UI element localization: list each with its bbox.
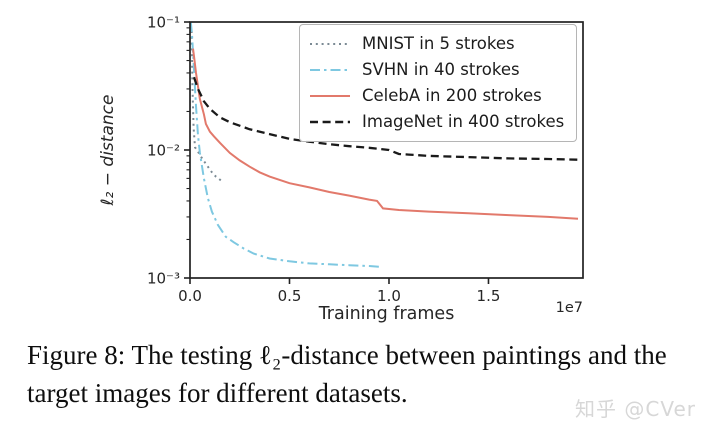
legend-item-imagenet: ImageNet in 400 strokes [309, 109, 564, 135]
x-axis-label: Training frames [318, 304, 455, 324]
series-line-mnist [190, 30, 222, 182]
x-tick-label: 1.0 [377, 287, 401, 305]
x-offset-label: 1e7 [556, 300, 583, 316]
y-tick-label: 10⁻¹ [147, 14, 180, 32]
watermark: 知乎 @CVer [575, 397, 696, 421]
series-line-imagenet [192, 76, 579, 161]
legend-item-svhn: SVHN in 40 strokes [309, 57, 564, 83]
x-tick-label: 0.5 [278, 287, 302, 305]
legend-label-mnist: MNIST in 5 strokes [362, 33, 515, 53]
legend-line-sample-mnist [310, 42, 350, 46]
y-tick-label: 10⁻³ [147, 270, 180, 288]
y-axis-label: ℓ₂ − distance [98, 95, 118, 207]
legend-item-celeba: CelebA in 200 strokes [309, 83, 564, 109]
y-tick-label: 10⁻² [147, 142, 180, 160]
legend-label-svhn: SVHN in 40 strokes [362, 59, 520, 79]
caption-line-2: target images for different datasets. [27, 378, 408, 408]
series-line-celeba [192, 48, 579, 220]
series-line-svhn [189, 21, 382, 268]
legend-line-sample-imagenet [310, 120, 350, 124]
x-tick-label: 1.5 [477, 287, 501, 305]
legend-item-mnist: MNIST in 5 strokes [309, 31, 564, 57]
chart-canvas: 10⁻¹ 10⁻² 10⁻³0.0 0.5 1.0 1.5 Training frames 1… [98, 14, 584, 324]
legend-line-sample-celeba [310, 94, 350, 98]
figure-caption: Figure 8: The testing ℓ₂-distance betwee… [27, 336, 705, 412]
legend-label-celeba: CelebA in 200 strokes [362, 85, 542, 105]
legend-line-sample-svhn [310, 68, 350, 72]
caption-line-1: Figure 8: The testing ℓ₂-distance betwee… [27, 340, 667, 370]
legend-label-imagenet: ImageNet in 400 strokes [362, 111, 565, 131]
chart-legend: MNIST in 5 strokes SVHN in 40 strokes Cele… [299, 24, 578, 142]
x-tick-label: 0.0 [178, 287, 202, 305]
